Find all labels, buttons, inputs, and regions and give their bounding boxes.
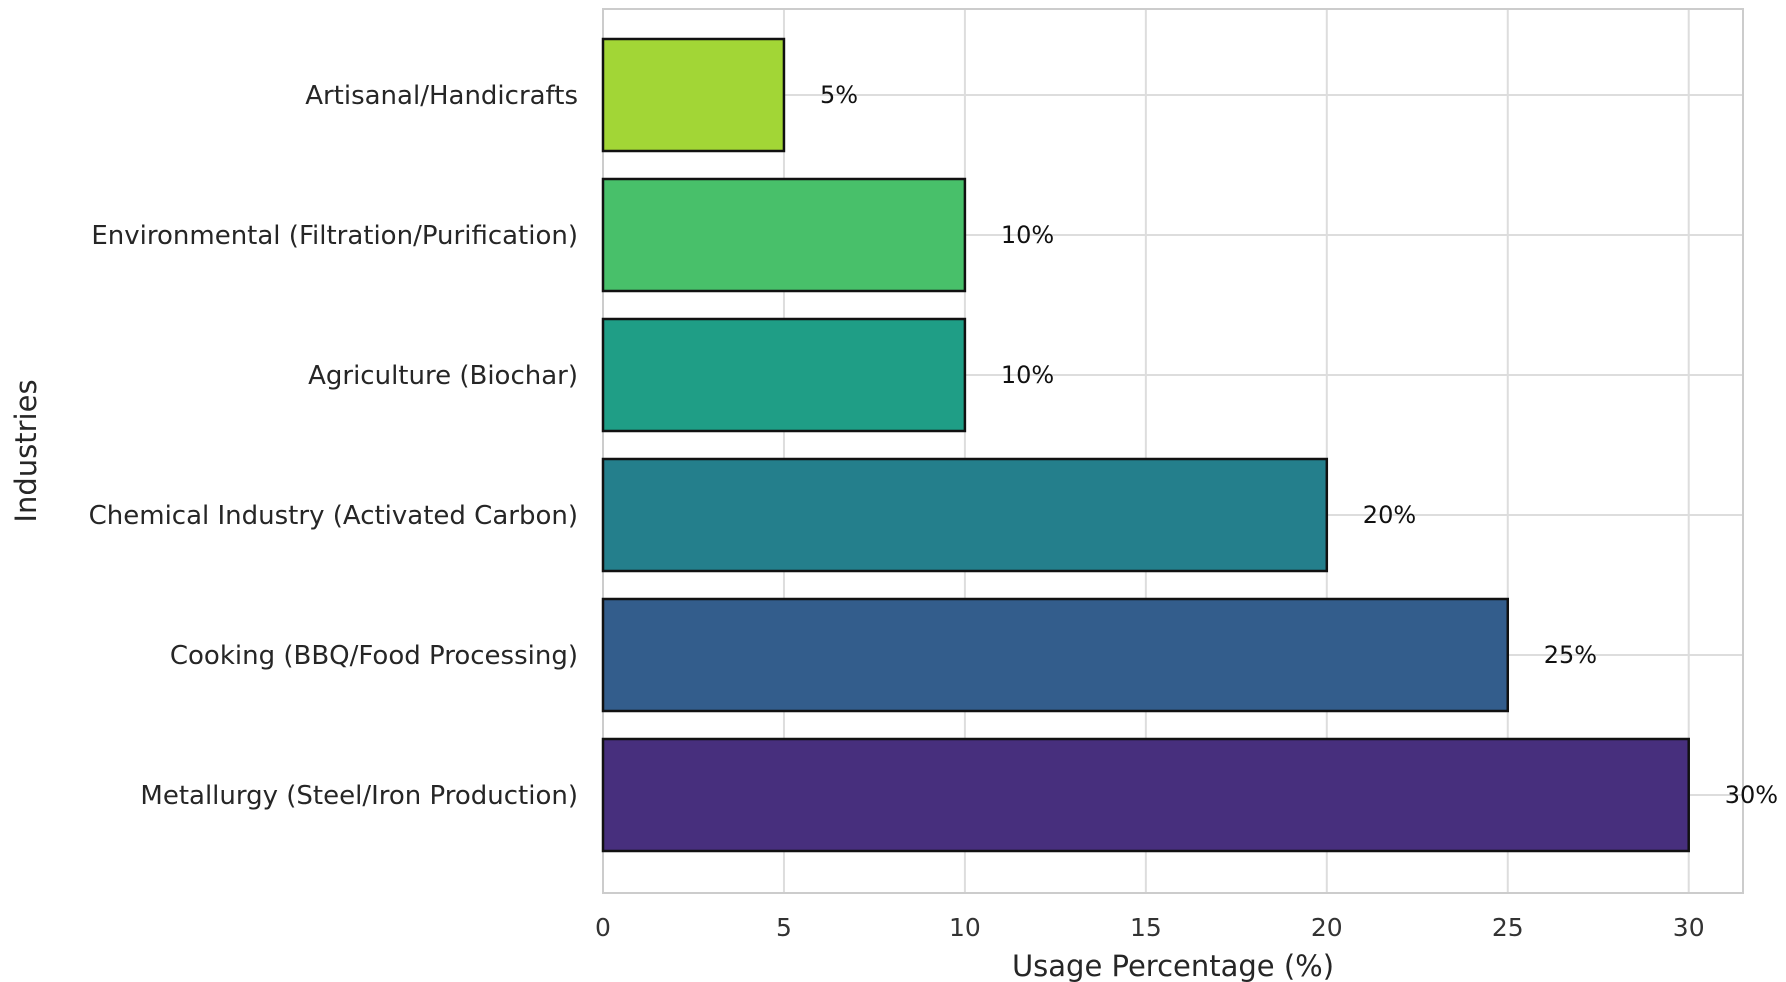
x-tick-label: 0 [595, 913, 611, 942]
value-label: 10% [1001, 221, 1054, 249]
category-label: Artisanal/Handicrafts [305, 81, 578, 111]
plot-frame [602, 8, 1744, 894]
x-tick-label: 20 [1311, 913, 1343, 942]
y-axis-title: Industries [9, 379, 43, 522]
bar [601, 317, 967, 433]
category-label: Agriculture (Biochar) [308, 361, 578, 391]
bar [601, 457, 1329, 573]
bar [601, 37, 786, 153]
category-label: Metallurgy (Steel/Iron Production) [140, 781, 578, 811]
category-label: Cooking (BBQ/Food Processing) [170, 641, 578, 671]
value-label: 20% [1363, 501, 1416, 529]
value-label: 25% [1544, 641, 1597, 669]
value-labels: 30% 25% 20% 10% 10% 5% [820, 81, 1778, 809]
bars [601, 37, 1690, 853]
bar [601, 597, 1510, 713]
x-tick-label: 25 [1492, 913, 1524, 942]
value-label: 10% [1001, 361, 1054, 389]
x-axis-title: Usage Percentage (%) [1012, 949, 1334, 982]
bar [601, 177, 967, 293]
bar [601, 737, 1690, 853]
category-label: Chemical Industry (Activated Carbon) [89, 501, 578, 531]
category-labels: Metallurgy (Steel/Iron Production) Cookin… [89, 81, 578, 811]
x-tick-label: 5 [776, 913, 792, 942]
x-tick-label: 15 [1130, 913, 1162, 942]
category-label: Environmental (Filtration/Purification) [91, 221, 578, 251]
x-tick-label: 30 [1673, 913, 1705, 942]
x-tick-labels: 0 5 10 15 20 25 30 [595, 913, 1705, 942]
x-tick-label: 10 [949, 913, 981, 942]
value-label: 5% [820, 81, 858, 109]
value-label: 30% [1725, 781, 1778, 809]
